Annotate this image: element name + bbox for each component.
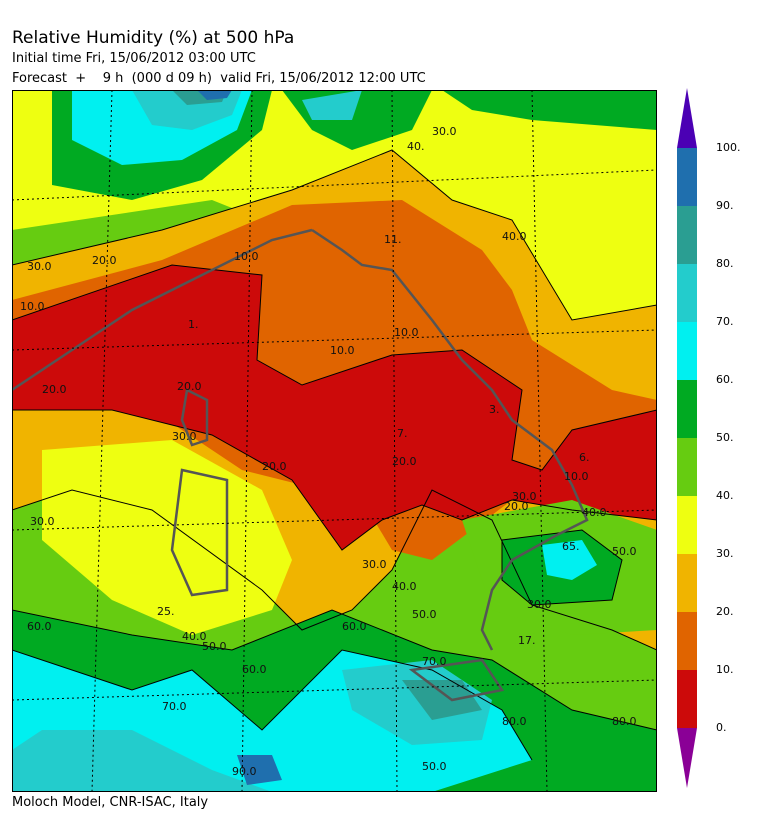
contour-label: 10.0: [394, 326, 419, 339]
contour-label: 20.0: [262, 460, 287, 473]
contour-label: 25.: [157, 605, 175, 618]
forecast-info: Forecast + 9 h (000 d 09 h) valid Fri, 1…: [12, 71, 426, 86]
colorbar-tick: 70.: [716, 315, 734, 328]
contour-label: 10.0: [234, 250, 259, 263]
contour-30: [12, 489, 657, 651]
colorbar-tick: 30.: [716, 547, 734, 560]
contour-label: 20.0: [42, 383, 67, 396]
contour-north: [12, 149, 657, 321]
contour-label: 50.0: [412, 608, 437, 621]
contour-label: 40.0: [502, 230, 527, 243]
contour-label: 6.: [579, 451, 590, 464]
humidity-map: 1. 3. 6. 7. 10.0 10.0 10.0 10.0 10.0 11. 17. 20.0 20…: [12, 90, 657, 792]
band-90-100-south: [237, 755, 282, 785]
contour-label: 70.0: [162, 700, 187, 713]
colorbar-segment: [677, 322, 697, 380]
band-60-70-east-cell: [542, 540, 597, 580]
contour-label: 50.0: [202, 640, 227, 653]
contour-label: 30.0: [432, 125, 457, 138]
contour-label: 17.: [518, 634, 536, 647]
colorbar-tick: 20.: [716, 605, 734, 618]
contour-label: 80.0: [612, 715, 637, 728]
island-sicily: [408, 658, 505, 702]
island-sardinia: [170, 468, 229, 597]
contour-label: 20.0: [92, 254, 117, 267]
contour-label: 60.0: [342, 620, 367, 633]
contour-label: 50.0: [612, 545, 637, 558]
map-title: Relative Humidity (%) at 500 hPa: [12, 28, 295, 48]
colorbar-tick: 0.: [716, 721, 727, 734]
colorbar-tick: 80.: [716, 257, 734, 270]
contour-label: 40.: [407, 140, 425, 153]
band-east-green: [442, 90, 657, 130]
band-0-10: [12, 265, 657, 550]
contour-20: [12, 409, 657, 551]
band-north-east-cyan: [302, 90, 362, 120]
contour-label: 10.0: [330, 344, 355, 357]
contour-label: 3.: [489, 403, 500, 416]
contour-label: 40.0: [582, 506, 607, 519]
colorbar-segment: [677, 612, 697, 670]
contour-label: 60.0: [27, 620, 52, 633]
contour-label: 30.0: [362, 558, 387, 571]
colorbar-segment: [677, 264, 697, 322]
meridian-2: [241, 90, 253, 792]
band-80-90-south: [402, 680, 482, 720]
contour-label: 10.0: [564, 470, 589, 483]
contour-label: 40.0: [182, 630, 207, 643]
contour-label: 70.0: [422, 655, 447, 668]
contour-label: 90.0: [232, 765, 257, 778]
band-90-100-north: [197, 90, 232, 100]
meridian-4: [531, 90, 548, 792]
colorbar-segment: [677, 670, 697, 728]
contour-label: 30.0: [27, 260, 52, 273]
contour-label: 20.0: [177, 380, 202, 393]
contour-label: 60.0: [242, 663, 267, 676]
colorbar-segment: [677, 496, 697, 554]
meridian-3: [391, 90, 398, 792]
meridian-1: [91, 90, 113, 792]
contour-label: 20.0: [504, 500, 529, 513]
colorbar-tick: 100.: [716, 141, 741, 154]
colorbar-tick: 50.: [716, 431, 734, 444]
island-corsica: [180, 388, 209, 447]
model-credit: Moloch Model, CNR-ISAC, Italy: [12, 795, 209, 810]
colorbar-over-arrow: [677, 88, 697, 148]
colorbar-tick: 90.: [716, 199, 734, 212]
colorbar: [677, 88, 697, 788]
contour-50: [12, 649, 533, 761]
contour-label: 30.0: [30, 515, 55, 528]
initial-time: Initial time Fri, 15/06/2012 03:00 UTC: [12, 51, 256, 66]
contour-labels: 1. 3. 6. 7. 10.0 10.0 10.0 10.0 10.0 11. 17. 20.0 20…: [20, 125, 637, 778]
colorbar-segment: [677, 206, 697, 264]
contour-label: 65.: [562, 540, 580, 553]
colorbar-tick: 60.: [716, 373, 734, 386]
contour-label: 1.: [188, 318, 199, 331]
coastline-west: [12, 228, 313, 392]
contour-label: 40.0: [392, 580, 417, 593]
band-70-80-south: [12, 730, 272, 792]
colorbar-segment: [677, 438, 697, 496]
colorbar-segment: [677, 380, 697, 438]
colorbar-tick: 40.: [716, 489, 734, 502]
contour-label: 10.0: [20, 300, 45, 313]
contour-label: 30.0: [527, 598, 552, 611]
contour-label: 7.: [397, 427, 408, 440]
colorbar-segment: [677, 148, 697, 206]
colorbar-segment: [677, 554, 697, 612]
contour-label: 20.0: [392, 455, 417, 468]
colorbar-tick: 10.: [716, 663, 734, 676]
colorbar-under-arrow: [677, 728, 697, 788]
band-30-40-south: [42, 440, 292, 635]
contour-60-east: [501, 529, 623, 606]
contour-label: 11.: [384, 233, 402, 246]
contour-40: [12, 609, 657, 731]
contour-label: 30.0: [172, 430, 197, 443]
contour-label: 50.0: [422, 760, 447, 773]
coastline-italy: [311, 228, 589, 651]
contour-label: 30.0: [512, 490, 537, 503]
contour-10: [12, 264, 657, 471]
contour-label: 80.0: [502, 715, 527, 728]
